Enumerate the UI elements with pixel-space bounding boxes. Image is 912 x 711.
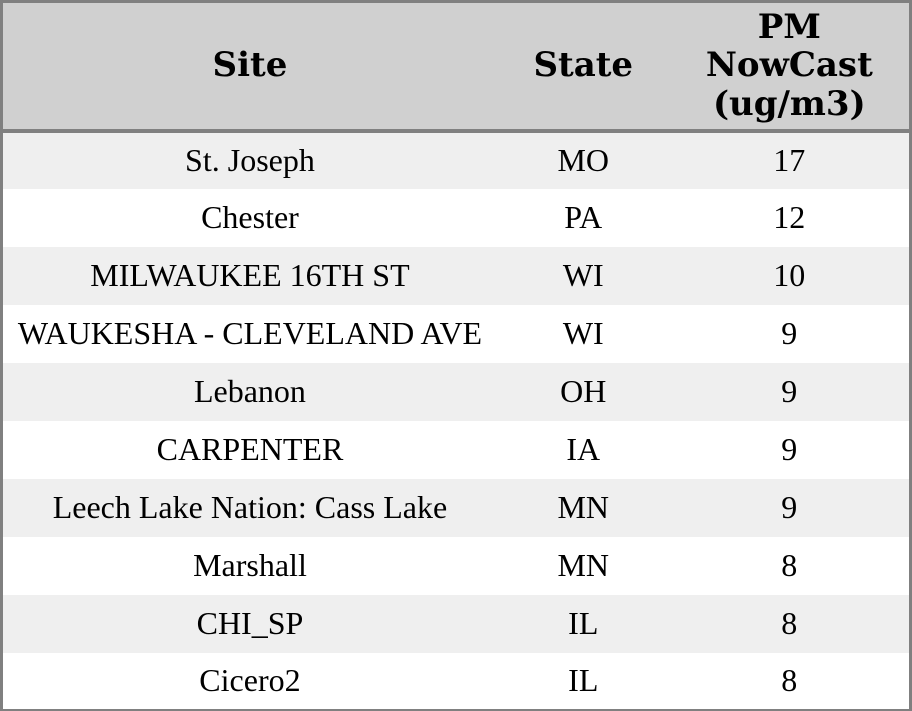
table-row: St. Joseph MO 17 [1, 130, 911, 189]
table-row: Lebanon OH 9 [1, 362, 911, 421]
table-row: MILWAUKEE 16TH ST WI 10 [1, 246, 911, 305]
state-cell: IL [568, 605, 599, 641]
site-cell: Lebanon [193, 373, 306, 409]
table-header: Site State PM NowCast (ug/m3) [1, 1, 911, 133]
table-row: Chester PA 12 [1, 188, 911, 247]
table-row: CARPENTER IA 9 [1, 420, 911, 479]
state-cell: MO [557, 142, 610, 178]
state-cell: IL [568, 662, 599, 699]
table-body: St. Joseph MO 17 Chester PA 12 MILWAUKEE… [1, 130, 911, 711]
site-cell: CHI_SP [196, 605, 304, 641]
state-cell: IA [566, 431, 601, 467]
site-cell: St. Joseph [185, 142, 315, 178]
pm-value-cell: 12 [773, 199, 806, 235]
state-cell: OH [560, 373, 607, 409]
state-cell: PA [564, 199, 603, 235]
col-header-pm-nowcast: PM NowCast (ug/m3) [669, 1, 911, 133]
table-row: Cicero2 IL 8 [1, 652, 911, 711]
state-cell: WI [562, 315, 604, 351]
pm-value-cell: 9 [781, 489, 798, 525]
table-row: Marshall MN 8 [1, 536, 911, 595]
pm-value-cell: 8 [781, 605, 798, 641]
table-row: CHI_SP IL 8 [1, 594, 911, 653]
site-cell: Leech Lake Nation: Cass Lake [52, 489, 448, 525]
table-row: Leech Lake Nation: Cass Lake MN 9 [1, 478, 911, 537]
col-header-site: Site [1, 1, 497, 133]
site-cell: Marshall [193, 547, 307, 583]
pm-value-cell: 9 [781, 373, 798, 409]
pm-value-cell: 9 [781, 315, 798, 351]
site-cell: Chester [201, 199, 299, 235]
site-cell: Cicero2 [199, 662, 301, 699]
pm-value-cell: 10 [773, 257, 806, 293]
pm-value-cell: 9 [781, 431, 798, 467]
state-cell: MN [557, 547, 610, 583]
col-header-state: State [496, 1, 670, 133]
pm-value-cell: 17 [773, 142, 806, 178]
table-row: WAUKESHA - CLEVELAND AVE WI 9 [1, 304, 911, 363]
state-cell: WI [562, 257, 604, 293]
pm-value-cell: 8 [781, 662, 798, 699]
site-cell: WAUKESHA - CLEVELAND AVE [17, 315, 483, 351]
site-cell: MILWAUKEE 16TH ST [90, 257, 410, 293]
site-cell: CARPENTER [156, 431, 344, 467]
pm-value-cell: 8 [781, 547, 798, 583]
table-header-row: Site State PM NowCast (ug/m3) [1, 1, 911, 133]
state-cell: MN [557, 489, 610, 525]
